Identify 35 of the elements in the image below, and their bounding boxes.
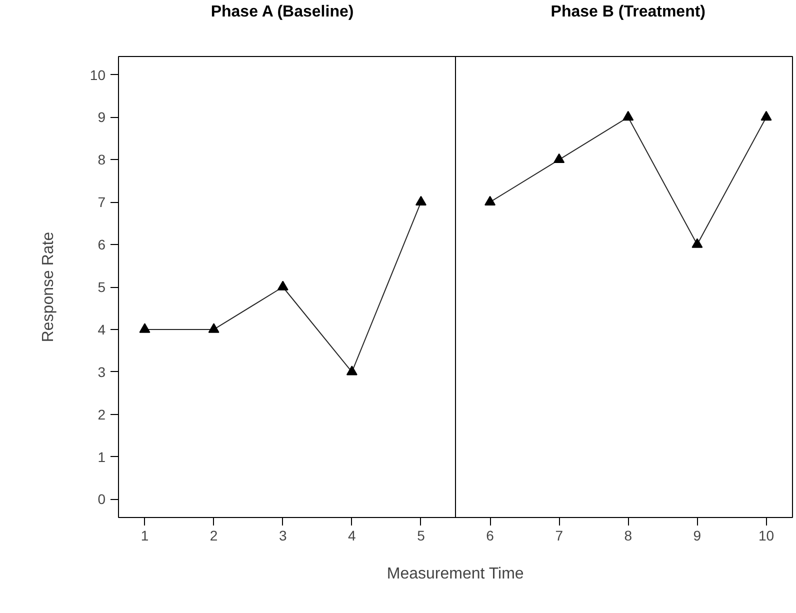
- y-tick-label: 7: [98, 194, 106, 210]
- y-tick-label: 3: [98, 364, 106, 380]
- y-axis-title: Response Rate: [40, 232, 57, 342]
- x-axis-title: Measurement Time: [386, 566, 524, 582]
- x-tick-label: 8: [624, 528, 632, 544]
- point: [622, 110, 634, 121]
- x-tick-label: 7: [555, 528, 564, 544]
- x-tick-label: 4: [348, 528, 356, 544]
- y-tick-label: 0: [98, 491, 106, 508]
- point: [277, 280, 288, 290]
- x-tick-label: 3: [278, 528, 287, 544]
- y-tick-label: 1: [98, 448, 106, 465]
- x-tick-label: 1: [140, 528, 149, 544]
- x-tick-label: 5: [417, 528, 426, 544]
- x-tick-label: 10: [758, 528, 774, 544]
- text: Phase B (Treatment): [550, 4, 706, 20]
- x-tick-label: 9: [693, 528, 702, 544]
- point: [554, 153, 565, 164]
- point: [208, 323, 220, 333]
- y-tick-label: 5: [98, 279, 106, 295]
- point: [692, 238, 703, 248]
- y-tick-label: 9: [98, 109, 106, 126]
- point: [415, 196, 426, 206]
- y-tick-label: 8: [98, 152, 106, 168]
- y-tick-label: 4: [98, 321, 106, 338]
- point: [139, 323, 150, 333]
- x-tick-label: 6: [486, 528, 494, 544]
- x-tick-label: 2: [210, 528, 218, 544]
- y-tick-label: 10: [90, 66, 106, 83]
- point: [484, 196, 496, 206]
- point: [346, 366, 358, 376]
- point: [760, 110, 772, 121]
- text: Phase A (Baseline): [210, 4, 354, 20]
- y-tick-label: 2: [98, 406, 106, 422]
- y-tick-label: 6: [98, 236, 106, 253]
